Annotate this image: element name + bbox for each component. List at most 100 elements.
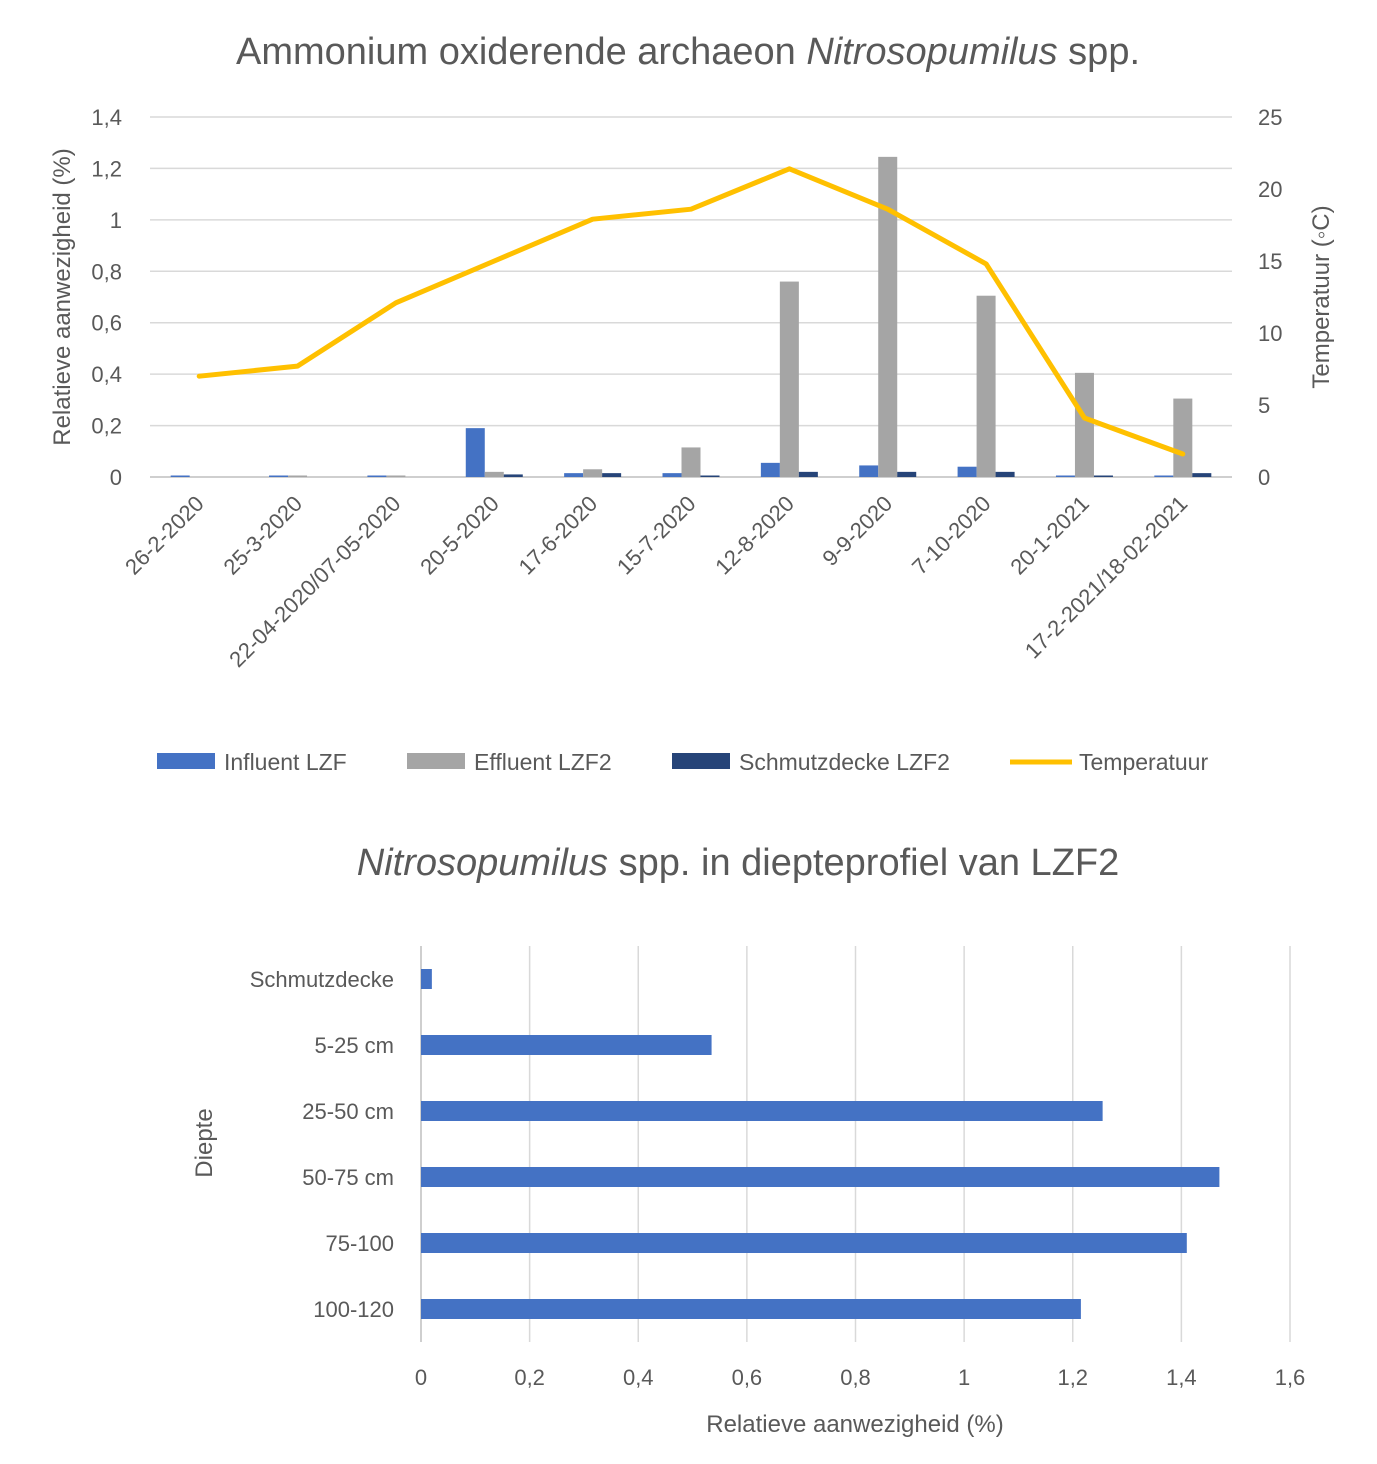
bar-schmutzdecke-lzf2 [897,471,917,477]
chart-bottom-category-label: 75-100 [325,1231,394,1256]
bar-schmutzdecke-lzf2 [798,471,818,477]
bar-depth [421,1233,1187,1253]
chart-top-legend: Influent LZF Effluent LZF2 Schmutzdecke LZ… [157,749,1208,775]
chart-bottom-x-tick-label: 1 [958,1365,970,1390]
chart-top-y2-tick-label: 25 [1258,105,1282,130]
chart-bottom-bars [421,969,1220,1319]
bar-influent-lzf [564,473,584,477]
bar-influent-lzf [1154,475,1174,477]
chart-top-y2-tick-label: 0 [1258,465,1270,490]
chart-bottom-title-suffix: spp. in diepteprofiel van LZF2 [608,842,1119,884]
chart-top-x-tick-label: 9-9-2020 [817,491,897,571]
bar-influent-lzf [1055,475,1075,477]
chart-top-y-ticks: 0 0,2 0,4 0,6 0,8 1 1,2 1,4 [91,105,122,490]
chart-top-y2-tick-label: 5 [1258,393,1270,418]
chart-bottom-category-label: 25-50 cm [302,1099,394,1124]
chart-bottom-category-labels: Schmutzdecke 5-25 cm 25-50 cm 50-75 cm 75-10… [250,967,394,1322]
bar-depth [421,1101,1103,1121]
bar-schmutzdecke-lzf2 [1093,475,1113,477]
chart-top-y-tick-label: 0,2 [91,414,122,439]
bar-depth [421,1299,1081,1319]
chart-bottom-y-label: Diepte [191,1108,218,1177]
chart-top-x-tick-label: 26-2-2020 [120,491,209,580]
chart-bottom-x-tick-label: 0,6 [732,1365,763,1390]
bar-schmutzdecke-lzf2 [700,475,720,477]
chart-top-title: Ammonium oxiderende archaeon Nitrosopumi… [236,31,1140,73]
legend-swatch [672,753,730,769]
chart-bottom-x-tick-label: 0,4 [623,1365,654,1390]
chart-bottom: Nitrosopumilus spp. in diepteprofiel van… [191,842,1305,1438]
legend-label: Temperatuur [1079,749,1208,775]
chart-top-y-label: Relatieve aanwezigheid (%) [49,148,76,446]
bar-effluent-lzf2 [878,156,898,477]
chart-top-bars [170,156,1212,477]
legend-label: Influent LZF [224,749,347,775]
chart-bottom-x-ticks: 0 0,2 0,4 0,6 0,8 1 1,2 1,4 1,6 [415,1365,1305,1390]
bar-influent-lzf [269,475,289,477]
chart-top-y-tick-label: 1,4 [91,105,122,130]
chart-top-x-tick-label: 12-8-2020 [710,491,799,580]
bar-influent-lzf [859,465,879,477]
chart-top-y-tick-label: 0,6 [91,311,122,336]
bar-effluent-lzf2 [681,447,701,477]
chart-top-y-tick-label: 0,4 [91,362,122,387]
chart-top-x-tick-label: 20-1-2021 [1005,491,1094,580]
legend-swatch [157,753,215,769]
bar-effluent-lzf2 [976,295,996,477]
chart-top-x-tick-label: 20-5-2020 [415,491,504,580]
chart-top-title-suffix: spp. [1058,31,1140,73]
legend-label: Effluent LZF2 [474,749,612,775]
bar-effluent-lzf2 [288,475,308,477]
chart-top-x-tick-label: 22-04-2020/07-05-2020 [224,491,405,672]
chart-top-x-tick-label: 17-2-2021/18-02-2021 [1020,491,1193,664]
chart-top-title-main: Ammonium oxiderende archaeon [236,31,796,73]
bar-influent-lzf [170,475,190,477]
bar-influent-lzf [367,475,387,477]
chart-bottom-x-tick-label: 1,6 [1275,1365,1306,1390]
chart-bottom-x-tick-label: 0 [415,1365,427,1390]
chart-bottom-x-tick-label: 0,2 [514,1365,545,1390]
chart-top-y2-tick-label: 10 [1258,321,1282,346]
chart-top: Ammonium oxiderende archaeon Nitrosopumi… [49,31,1335,775]
chart-bottom-category-label: 5-25 cm [315,1033,394,1058]
bar-effluent-lzf2 [779,281,799,477]
line-temperatuur [196,166,1186,457]
chart-top-y2-label: Temperatuur (◦C) [1308,205,1335,388]
chart-top-y-tick-label: 0,8 [91,259,122,284]
legend-label: Schmutzdecke LZF2 [739,749,950,775]
bar-effluent-lzf2 [1074,372,1094,477]
chart-bottom-x-tick-label: 1,4 [1166,1365,1197,1390]
bar-schmutzdecke-lzf2 [602,473,622,477]
chart-top-x-tick-label: 17-6-2020 [514,491,603,580]
chart-bottom-gridlines [420,946,1291,1342]
chart-top-y-tick-label: 1,2 [91,156,122,181]
bar-influent-lzf [465,428,485,477]
chart-bottom-category-label: 50-75 cm [302,1165,394,1190]
bar-schmutzdecke-lzf2 [1192,473,1212,477]
chart-top-x-tick-label: 7-10-2020 [907,491,996,580]
bar-effluent-lzf2 [1173,398,1193,477]
chart-top-y2-tick-label: 20 [1258,177,1282,202]
chart-bottom-title-italic: Nitrosopumilus [357,842,608,884]
chart-top-x-tick-label: 25-3-2020 [218,491,307,580]
chart-top-y2-ticks: 0 5 10 15 20 25 [1258,105,1282,490]
chart-top-y-tick-label: 1 [110,208,122,233]
chart-top-line [196,166,1186,457]
chart-bottom-x-tick-label: 0,8 [840,1365,871,1390]
chart-top-y2-tick-label: 15 [1258,249,1282,274]
legend-swatch [407,753,465,769]
bar-schmutzdecke-lzf2 [995,471,1015,477]
bar-influent-lzf [957,466,977,477]
bar-effluent-lzf2 [386,475,406,477]
chart-bottom-x-label: Relatieve aanwezigheid (%) [706,1411,1004,1438]
bar-influent-lzf [760,462,780,477]
bar-schmutzdecke-lzf2 [503,474,523,477]
bar-depth [421,969,432,989]
chart-bottom-x-tick-label: 1,2 [1057,1365,1088,1390]
bar-effluent-lzf2 [484,471,504,477]
chart-bottom-category-label: 100-120 [313,1297,394,1322]
chart-bottom-category-label: Schmutzdecke [250,967,394,992]
chart-top-gridlines [150,116,1232,478]
bar-influent-lzf [662,473,682,477]
